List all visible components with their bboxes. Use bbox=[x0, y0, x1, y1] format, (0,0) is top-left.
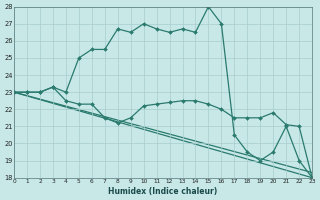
X-axis label: Humidex (Indice chaleur): Humidex (Indice chaleur) bbox=[108, 187, 218, 196]
